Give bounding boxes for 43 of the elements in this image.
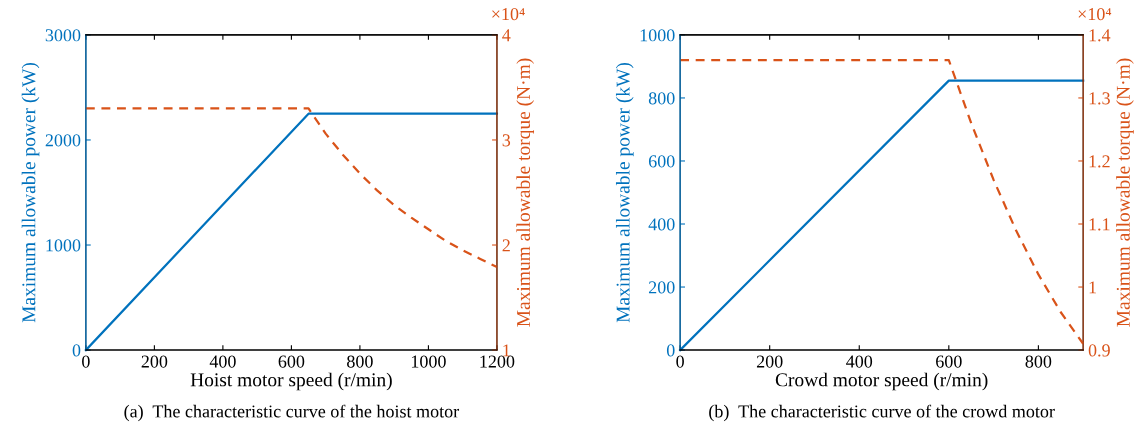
- y2-tick-label: 1.4: [1089, 29, 1111, 42]
- y-tick-label: 200: [648, 281, 675, 294]
- text: ×10⁴: [492, 8, 525, 21]
- x-tick-label: 1200: [480, 355, 515, 368]
- y2-tick-label: 1.2: [1089, 155, 1110, 168]
- y2-tick-label: 1: [1089, 281, 1096, 294]
- y-axis-title: Maximum allowable power (kW): [615, 62, 634, 323]
- y2-tick-label: 2: [502, 239, 510, 252]
- y-tick-label: 3000: [45, 29, 81, 42]
- x-axis-title: Hoist motor speed (r/min): [190, 372, 392, 391]
- y2-tick-label: 1: [503, 344, 510, 357]
- y-tick-label: 2000: [45, 134, 81, 147]
- x-tick-label: 0: [676, 355, 684, 368]
- x-tick-label: 200: [141, 355, 168, 368]
- y2-axis-title: Maximum allowable torque (N·m): [1116, 58, 1134, 327]
- y-tick-label: 0: [72, 344, 81, 357]
- y-tick-label: 600: [648, 155, 675, 168]
- x-tick-label: 400: [846, 355, 873, 368]
- y2-tick-label: 1.1: [1089, 218, 1110, 231]
- y-tick-label: 400: [648, 218, 675, 231]
- y2-tick-label: 3: [502, 134, 511, 147]
- y-tick-label: 1000: [640, 29, 675, 42]
- x-tick-label: 200: [756, 355, 783, 368]
- line-series: [84, 107, 499, 269]
- text: ×10⁴: [1078, 8, 1112, 21]
- y-tick-label: 800: [648, 92, 675, 105]
- x-axis-title: Crowd motor speed (r/min): [775, 372, 988, 391]
- x-tick-label: 0: [82, 355, 90, 368]
- y2-axis-title: Maximum allowable torque (N·m): [516, 58, 535, 327]
- y-axis-title: Maximum allowable power (kW): [21, 62, 40, 323]
- text: (b) The characteristic curve of the crowd motor: [709, 404, 1055, 422]
- x-tick-label: 800: [1025, 355, 1052, 368]
- y2-tick-label: 0.9: [1088, 344, 1110, 357]
- x-tick-label: 600: [278, 355, 305, 368]
- x-tick-label: 1000: [411, 355, 446, 368]
- x-tick-label: 600: [936, 355, 962, 368]
- y-tick-label: 0: [666, 344, 675, 357]
- y-tick-label: 1000: [46, 239, 81, 252]
- y2-tick-label: 1.3: [1089, 92, 1110, 105]
- x-tick-label: 400: [209, 355, 236, 368]
- y2-tick-label: 4: [502, 29, 511, 42]
- x-tick-label: 800: [347, 355, 373, 368]
- text: (a) The characteristic curve of the hoist motor: [124, 404, 460, 422]
